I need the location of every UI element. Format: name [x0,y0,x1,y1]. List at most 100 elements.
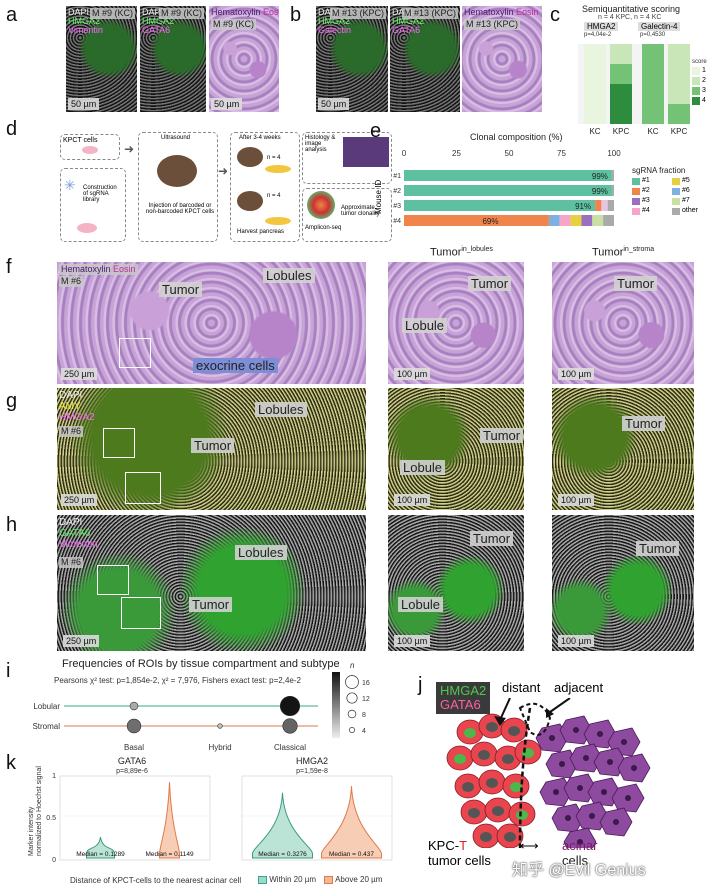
tumor-label: Tumor [614,276,658,291]
bar-segment [610,44,632,64]
panel-f-zoom-stroma: Tumor 100 µm [552,262,694,384]
chart-title: Frequencies of ROIs by tissue compartmen… [62,658,340,670]
panel-label-i: i [6,660,11,682]
panel-label-j: j [418,674,423,696]
legend-title: n [350,661,355,670]
lobules-label: Lobules [263,268,315,283]
channel-label: Galectin [318,25,352,35]
scale-label: 100 µm [394,494,431,506]
y-tick-label: 0.5 [46,815,56,822]
legend-swatch [692,67,700,75]
acinar-nucleus [631,765,637,771]
bar-segment [668,44,690,104]
violin-plots: GATA6 p=8,89e-6 Median = 0.1289 Median = 0.… [46,756,393,864]
legend-entry: #7 [672,196,712,206]
panel-d-workflow: KPCT cells Construction of sgRNA library… [60,128,392,246]
legend-label: other [682,207,698,214]
legend-bubble [347,709,357,719]
legend-entry: other [672,206,712,216]
step-histology: Histology & image analysis [302,132,392,184]
zoom-title: Tumorin_stroma [592,246,655,259]
p-value: p=8,89e-6 [116,768,148,775]
y-tick-label: 1 [52,773,56,780]
legend-entry: 4 [692,96,706,106]
channel-label: HMGA2 [142,16,175,26]
panel-k: Marker intensity normalized to Hoechst si… [8,752,408,892]
watermark: 知乎 @Evil Genius [512,862,646,879]
violin [159,782,180,859]
arrowhead [546,708,554,718]
tumor-nucleus [464,728,476,738]
bar-other [595,200,602,211]
lobule-label: Lobule [402,318,448,333]
lobules-label: Lobules [255,402,307,417]
panel-e: Clonal composition (%) Mouse ID 0 25 50 75 1… [370,132,720,232]
panel-a-image-1: DAPI HMGA2 Vimentin M #9 (KC) 50 µm [66,6,137,112]
tumor-nucleus [502,754,514,764]
panel-label-c: c [550,4,560,26]
median-label: Median = 0.3276 [258,851,307,858]
histology-image-icon [343,137,389,167]
legend-label: #5 [682,177,690,184]
legend-swatch [672,187,680,195]
channel-label: Vimentin [68,25,103,35]
bar-other [601,200,608,211]
lobule-label: Lobule [398,597,444,612]
step-kpct-cells: KPCT cells [60,134,120,160]
legend-label: #2 [642,187,650,194]
acinar-nucleus [625,795,631,801]
x-tick-label: KPC [671,127,688,136]
legend-label: 16 [362,680,370,687]
zoom-box [125,472,161,504]
chart-title: Semiquantitative scoring [582,4,681,14]
distant-label: distant [502,680,541,695]
scale-label: 50 µm [318,98,350,110]
scale-label: 250 µm [61,494,98,506]
x-tick-label: KPC [613,127,630,136]
panel-b-image-2: DAPI HMGA2 GATA6 M #13 (KPC) [390,6,460,112]
tumor-label: Tumor [468,276,512,291]
mouse-id-tag: M #13 (KPC) [401,8,458,19]
bar-segment [610,84,632,124]
bar-dominant [404,200,596,211]
tumor-nucleus [508,726,520,736]
marker-label: HMGA2 [440,683,487,698]
x-tick-label: KC [589,127,600,136]
bar-other [611,185,614,196]
channel-label: DAPI [318,7,340,17]
y-tick-label: 0 [52,857,56,864]
tumor-label: Tumor [189,597,233,612]
mouse-id-tag: M #9 (KC) [211,19,257,30]
legend-title: Distance of KPCT-cells to the nearest ac… [70,876,242,885]
y-tick-label: #3 [393,203,401,210]
scale-label: 250 µm [61,368,98,380]
legend-entry: #2 [632,186,672,196]
channel-label: HMGA2 [68,16,101,26]
lobules-label: Lobules [235,545,287,560]
step-label: Ultrasound [161,135,191,141]
data-label: 99% [592,172,608,181]
channel-label: HMGA2 [59,412,95,423]
legend-swatch [632,207,640,215]
channel-label: GATA6 [59,528,91,539]
bar-dominant [404,185,612,196]
legend-label: #4 [642,207,650,214]
row-label: Stromal [32,722,60,731]
tumor-nucleus [462,782,474,792]
mouse-id-tag: M #9 (KC) [158,8,204,19]
x-tick-label: 0 [402,149,407,158]
adjacent-outline [518,702,552,736]
panel-b-image-3: Hematoxylin Eosin M #13 (KPC) [462,6,542,112]
bar-dominant [404,170,612,181]
legend-entry: #3 [632,196,672,206]
plot-frame [59,775,211,861]
plot-frame [241,775,393,861]
acinar-nucleus [549,735,555,741]
panel-j: HMGA2 GATA6 distant adjacent KPC-T tumor … [420,680,720,890]
y-tick-label: #1 [393,173,401,180]
legend-title: score [692,59,707,65]
legend-entry: 2 [692,76,706,86]
acinar-nucleus [577,839,583,845]
scale-label: 100 µm [558,494,595,506]
legend-entry: 3 [692,86,706,96]
